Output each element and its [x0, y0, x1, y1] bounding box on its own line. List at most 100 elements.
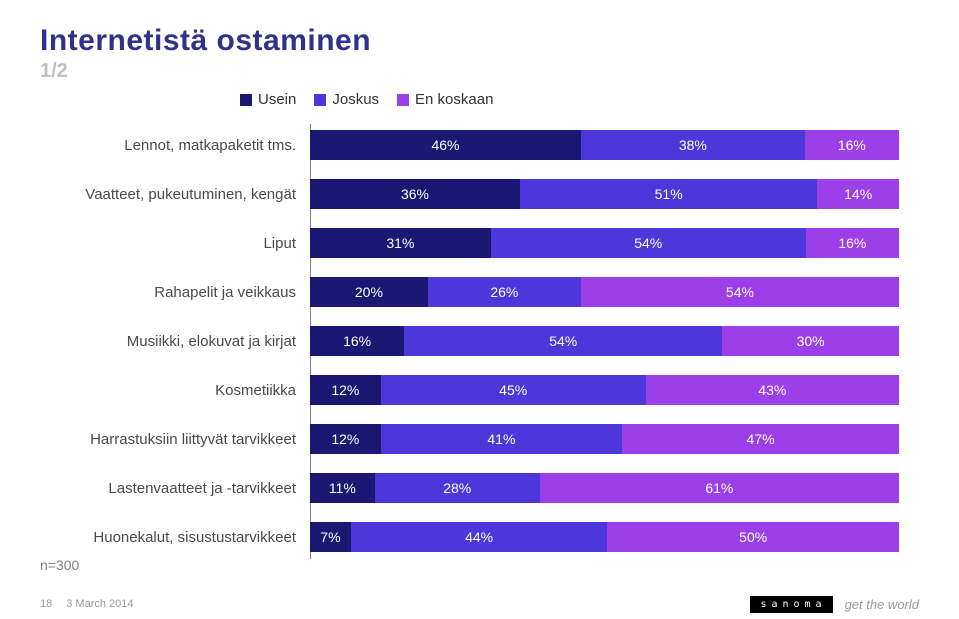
- segment-value: 54%: [549, 333, 577, 349]
- segment-value: 46%: [431, 137, 459, 153]
- legend-swatch: [397, 94, 409, 106]
- category-label: Huonekalut, sisustustarvikkeet: [50, 529, 310, 546]
- brand: sanoma get the world: [750, 596, 919, 613]
- segment-value: 12%: [331, 382, 359, 398]
- bar-track: 20% 26% 54%: [310, 277, 899, 307]
- bar-segment: 61%: [540, 473, 899, 503]
- bar-segment: 51%: [520, 179, 817, 209]
- segment-value: 16%: [838, 235, 866, 251]
- logo-text: sanoma: [750, 596, 832, 613]
- bar-segment: 54%: [491, 228, 806, 258]
- segment-value: 47%: [747, 431, 775, 447]
- bar-segment: 16%: [805, 130, 899, 160]
- page-number: 18: [40, 598, 52, 610]
- category-label: Liput: [50, 235, 310, 252]
- bar-segment: 7%: [310, 522, 351, 552]
- segment-value: 41%: [487, 431, 515, 447]
- bar-segment: 47%: [622, 424, 899, 454]
- bar-track: 11% 28% 61%: [310, 473, 899, 503]
- legend-item: Joskus: [314, 91, 379, 108]
- segment-value: 61%: [705, 480, 733, 496]
- bar-track: 31% 54% 16%: [310, 228, 899, 258]
- legend-label: Usein: [258, 91, 296, 108]
- bar-segment: 30%: [722, 326, 899, 356]
- bar-segment: 50%: [607, 522, 899, 552]
- segment-value: 7%: [320, 529, 340, 545]
- segment-value: 43%: [758, 382, 786, 398]
- bar-segment: 26%: [428, 277, 581, 307]
- category-label: Vaatteet, pukeutuminen, kengät: [50, 186, 310, 203]
- bar-segment: 28%: [375, 473, 540, 503]
- sample-size-label: n=300: [40, 557, 79, 573]
- segment-value: 51%: [655, 186, 683, 202]
- chart-row: Kosmetiikka 12% 45% 43%: [50, 369, 899, 412]
- chart-row: Liput 31% 54% 16%: [50, 222, 899, 265]
- bar-segment: 12%: [310, 375, 381, 405]
- segment-value: 11%: [329, 480, 356, 496]
- chart-row: Rahapelit ja veikkaus 20% 26% 54%: [50, 271, 899, 314]
- legend-label: Joskus: [332, 91, 379, 108]
- legend-item: Usein: [240, 91, 296, 108]
- bar-track: 46% 38% 16%: [310, 130, 899, 160]
- category-label: Lennot, matkapaketit tms.: [50, 137, 310, 154]
- bar-track: 12% 41% 47%: [310, 424, 899, 454]
- legend: Usein Joskus En koskaan: [240, 91, 919, 110]
- segment-value: 26%: [490, 284, 518, 300]
- legend-swatch: [240, 94, 252, 106]
- bar-segment: 54%: [581, 277, 899, 307]
- segment-value: 44%: [465, 529, 493, 545]
- segment-value: 36%: [401, 186, 429, 202]
- bar-segment: 46%: [310, 130, 581, 160]
- page-subtitle: 1/2: [40, 60, 919, 83]
- segment-value: 31%: [386, 235, 414, 251]
- bar-segment: 31%: [310, 228, 491, 258]
- legend-swatch: [314, 94, 326, 106]
- tagline: get the world: [845, 597, 919, 612]
- category-label: Lastenvaatteet ja -tarvikkeet: [50, 480, 310, 497]
- segment-value: 30%: [797, 333, 825, 349]
- category-label: Musiikki, elokuvat ja kirjat: [50, 333, 310, 350]
- bar-track: 7% 44% 50%: [310, 522, 899, 552]
- bar-segment: 14%: [817, 179, 899, 209]
- slide: Internetistä ostaminen 1/2 Usein Joskus En…: [0, 0, 959, 619]
- segment-value: 54%: [726, 284, 754, 300]
- bar-segment: 38%: [581, 130, 805, 160]
- footer-date: 3 March 2014: [66, 598, 133, 610]
- bar-track: 36% 51% 14%: [310, 179, 899, 209]
- chart-row: Vaatteet, pukeutuminen, kengät 36% 51% 14%: [50, 173, 899, 216]
- bar-segment: 12%: [310, 424, 381, 454]
- stacked-bar-chart: Lennot, matkapaketit tms. 46% 38% 16% Vaatte…: [50, 124, 899, 559]
- segment-value: 54%: [634, 235, 662, 251]
- chart-row: Musiikki, elokuvat ja kirjat 16% 54% 30%: [50, 320, 899, 363]
- legend-item: En koskaan: [397, 91, 493, 108]
- chart-row: Lennot, matkapaketit tms. 46% 38% 16%: [50, 124, 899, 167]
- segment-value: 28%: [443, 480, 471, 496]
- segment-value: 16%: [838, 137, 866, 153]
- bar-segment: 16%: [806, 228, 899, 258]
- chart-row: Huonekalut, sisustustarvikkeet 7% 44% 50%: [50, 516, 899, 559]
- bar-track: 12% 45% 43%: [310, 375, 899, 405]
- bar-track: 16% 54% 30%: [310, 326, 899, 356]
- bar-segment: 16%: [310, 326, 404, 356]
- segment-value: 20%: [355, 284, 383, 300]
- bar-segment: 11%: [310, 473, 375, 503]
- bar-segment: 20%: [310, 277, 428, 307]
- segment-value: 45%: [499, 382, 527, 398]
- category-label: Kosmetiikka: [50, 382, 310, 399]
- bar-segment: 44%: [351, 522, 608, 552]
- segment-value: 12%: [331, 431, 359, 447]
- bar-segment: 41%: [381, 424, 622, 454]
- category-label: Rahapelit ja veikkaus: [50, 284, 310, 301]
- segment-value: 16%: [343, 333, 371, 349]
- chart-row: Harrastuksiin liittyvät tarvikkeet 12% 41%…: [50, 418, 899, 461]
- legend-label: En koskaan: [415, 91, 493, 108]
- bar-segment: 54%: [404, 326, 722, 356]
- chart-row: Lastenvaatteet ja -tarvikkeet 11% 28% 61%: [50, 467, 899, 510]
- page-title: Internetistä ostaminen: [40, 24, 919, 58]
- footer: 18 3 March 2014 sanoma get the world: [0, 589, 959, 619]
- category-label: Harrastuksiin liittyvät tarvikkeet: [50, 431, 310, 448]
- segment-value: 38%: [679, 137, 707, 153]
- bar-segment: 36%: [310, 179, 520, 209]
- segment-value: 50%: [739, 529, 767, 545]
- bar-segment: 45%: [381, 375, 646, 405]
